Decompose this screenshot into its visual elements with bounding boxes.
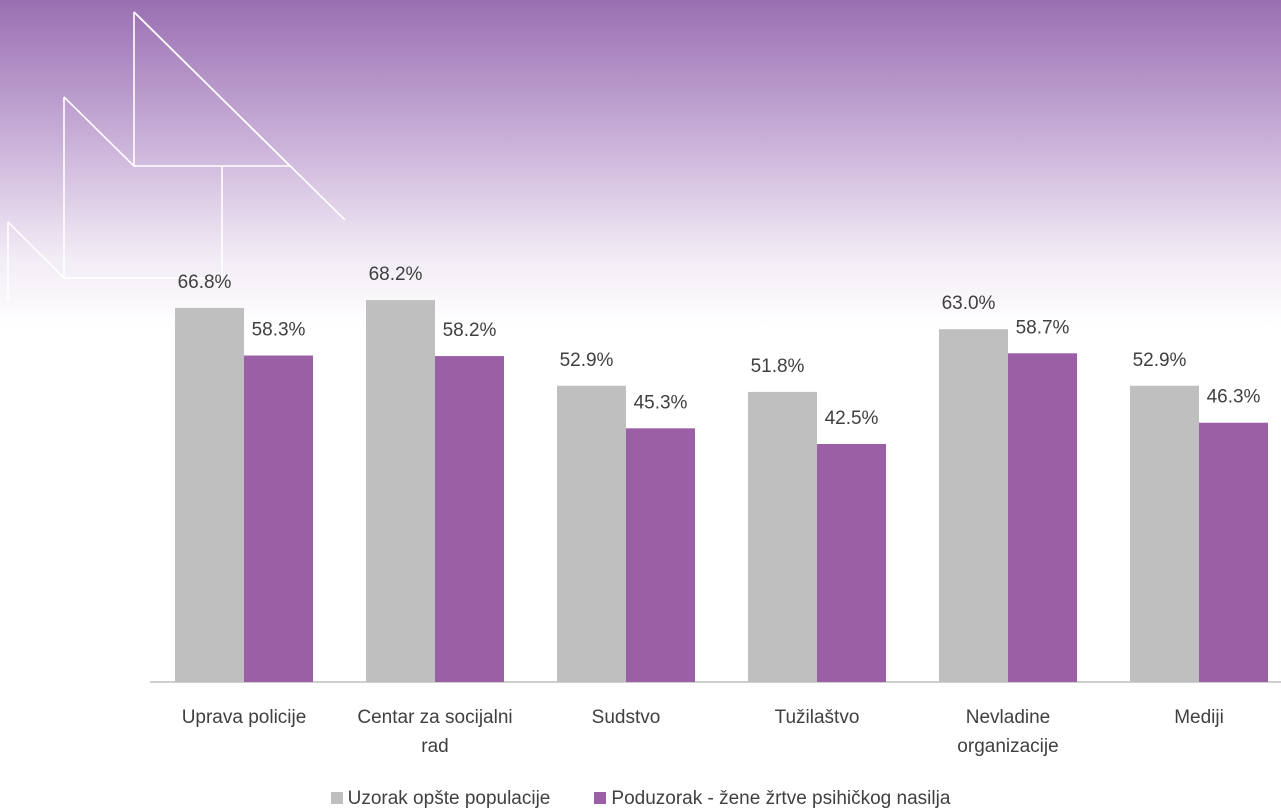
- value-label: 58.7%: [1016, 317, 1070, 338]
- legend-item: Uzorak opšte populacije: [330, 788, 551, 810]
- value-label: 42.5%: [825, 408, 879, 429]
- legend-label: Uzorak opšte populacije: [347, 788, 551, 809]
- value-label: 51.8%: [751, 356, 805, 377]
- x-tick-label: Nevladine organizacije: [957, 707, 1059, 757]
- x-tick-label: Uprava policije: [181, 707, 307, 728]
- decoration: [7, 11, 346, 300]
- bar: [1130, 385, 1199, 682]
- bar: [435, 356, 504, 682]
- x-tick-label: Mediji: [1174, 707, 1224, 728]
- legend: Uzorak opšte populacije Poduzorak - žene …: [0, 788, 1281, 810]
- bar: [748, 391, 817, 682]
- bar: [175, 307, 244, 682]
- bar: [817, 444, 886, 682]
- bar: [1199, 422, 1268, 682]
- value-label: 58.2%: [443, 320, 497, 341]
- value-label: 45.3%: [634, 392, 688, 413]
- value-label: 52.9%: [560, 350, 614, 371]
- value-label: 52.9%: [1133, 350, 1187, 371]
- bar: [244, 355, 313, 682]
- value-label: 63.0%: [942, 293, 996, 314]
- legend-item: Poduzorak - žene žrtve psihičkog nasilja: [594, 788, 950, 810]
- value-label: 58.3%: [252, 320, 306, 341]
- bar: [366, 300, 435, 682]
- bar: [1008, 353, 1077, 682]
- legend-label: Poduzorak - žene žrtve psihičkog nasilja: [611, 788, 951, 809]
- x-tick-label: Tužilaštvo: [774, 707, 860, 728]
- legend-swatch: [330, 792, 343, 804]
- value-label: 66.8%: [178, 272, 232, 293]
- legend-swatch: [594, 792, 607, 804]
- x-tick-label: Centar za socijalni rad: [357, 707, 513, 757]
- value-label: 68.2%: [369, 264, 423, 285]
- bar: [557, 385, 626, 682]
- bar: [939, 329, 1008, 682]
- x-tick-label: Sudstvo: [591, 707, 661, 728]
- bar: [626, 428, 695, 682]
- value-label: 46.3%: [1207, 387, 1261, 408]
